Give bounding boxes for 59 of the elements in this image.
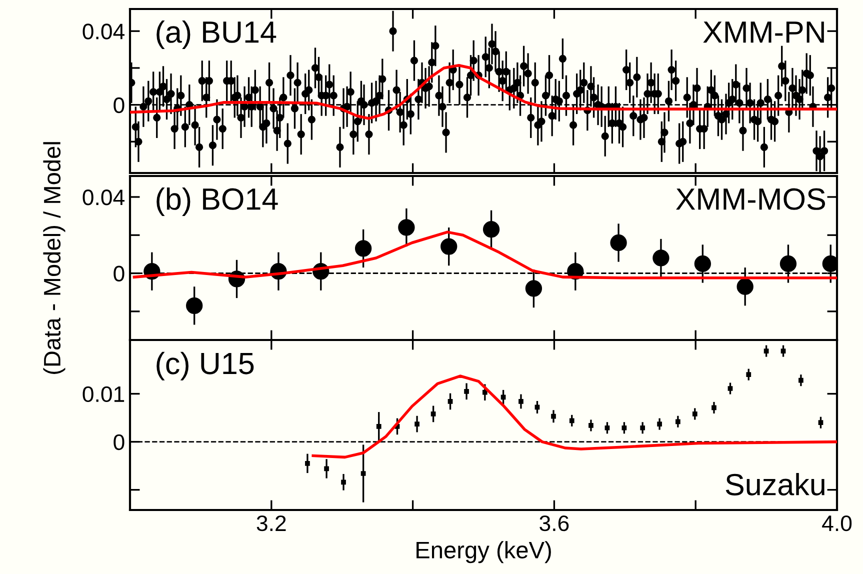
point [569,418,574,424]
point [464,388,469,394]
y-tick-label: 0 [114,97,124,114]
point [746,372,752,378]
point [440,238,458,255]
point [324,466,329,472]
annotation: Suzaku [726,473,824,496]
point [354,240,372,257]
point [692,412,698,416]
point [525,280,542,297]
annotation: (b) BO14 [156,187,278,216]
y-tick-label: 0.04 [82,24,124,40]
y-tick-label: 0.04 [82,190,124,206]
point [604,425,610,430]
point [534,404,540,410]
point [728,386,733,391]
point [798,378,804,383]
point [186,297,203,314]
x-tick-label: 3.2 [256,515,286,532]
line-series [312,374,837,459]
point [622,425,627,430]
point [482,221,500,238]
annotation: XMM-PN [703,22,824,43]
point [551,414,556,419]
x-axis-title: Energy (keV) [416,541,551,564]
point [482,390,488,395]
annotation: (a) BU14 [156,20,276,49]
point [610,234,627,252]
point [414,422,420,426]
point [588,423,594,428]
point [712,405,716,410]
point [360,471,366,476]
x-tick-label: 4.0 [822,515,852,532]
point [500,394,506,400]
point [675,419,680,424]
y-tick-label: 0 [114,266,124,282]
y-tick-label: 0 [114,434,124,450]
point [694,255,712,272]
point [780,255,797,272]
annotation: (c) U15 [156,352,254,380]
annotation: XMM-MOS [676,188,825,210]
point [305,460,310,466]
point [430,412,436,416]
point [657,422,662,426]
line-series [130,64,837,120]
point [398,219,415,236]
point [652,250,670,266]
point [764,348,769,354]
point [818,420,824,426]
x-tick-label: 3.6 [540,515,569,532]
y-axis-title: (Data - Model) / Model [43,142,66,374]
point [518,399,524,404]
y-tick-label: 0.01 [82,386,124,402]
point [376,424,382,429]
point [640,425,646,430]
point [341,480,346,485]
point [448,399,453,404]
point [736,278,754,295]
point [780,348,786,354]
